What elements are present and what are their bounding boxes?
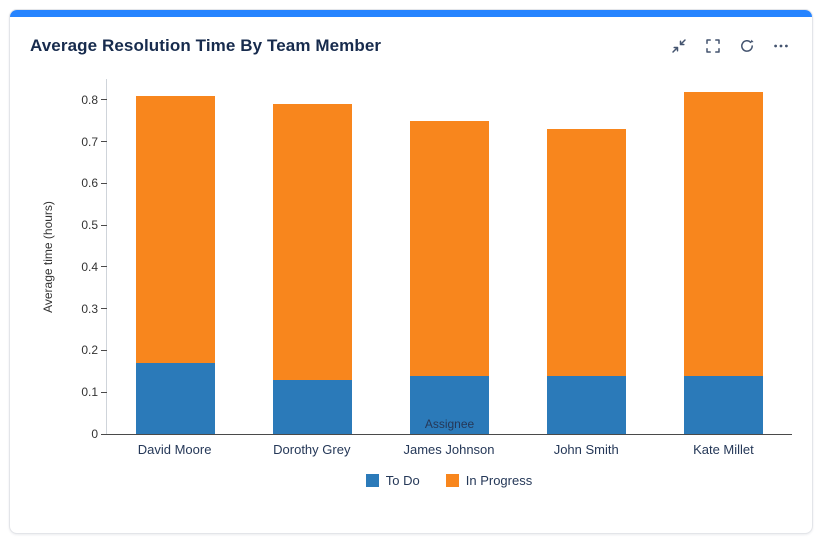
bar-column-john-smith (518, 79, 655, 434)
y-tick-label: 0.5 (81, 218, 98, 233)
y-tick-label: 0.4 (81, 259, 98, 274)
y-tick-label: 0.2 (81, 343, 98, 358)
gadget-title: Average Resolution Time By Team Member (30, 36, 382, 55)
y-tick-label: 0.8 (81, 92, 98, 107)
bar-column-dorothy-grey (244, 79, 381, 434)
bar-column-david-moore (107, 79, 244, 434)
chart-legend: To Do In Progress (106, 473, 792, 488)
y-tick-label: 0.3 (81, 301, 98, 316)
y-tick-mark (101, 266, 107, 268)
y-tick-mark (101, 99, 107, 101)
x-category-label: David Moore (137, 442, 212, 457)
y-tick: 0 (72, 427, 107, 441)
collapse-button[interactable] (666, 33, 692, 59)
y-tick-mark (101, 141, 107, 143)
y-tick-mark (101, 182, 107, 184)
stacked-bar-james-johnson (409, 120, 490, 434)
y-tick: 0.3 (72, 302, 107, 316)
bar-segment-to-do (135, 363, 216, 434)
x-category-label: Dorothy Grey (273, 442, 351, 457)
y-tick: 0.8 (72, 93, 107, 107)
y-axis-title: Average time (hours) (41, 201, 55, 313)
y-tick-label: 0.7 (81, 134, 98, 149)
legend-swatch-to-do (365, 474, 379, 487)
bar-segment-in-progress (272, 104, 353, 380)
stacked-bar-john-smith (546, 129, 627, 434)
fullscreen-button[interactable] (700, 33, 726, 59)
legend-label-to-do: To Do (385, 473, 420, 488)
stacked-bar-kate-millet (683, 91, 764, 434)
bar-column-kate-millet (655, 79, 792, 434)
x-axis-title: Assignee (424, 417, 475, 431)
y-tick: 0.4 (72, 260, 107, 274)
y-tick-mark (101, 391, 107, 393)
gadget-header: Average Resolution Time By Team Member (10, 17, 812, 63)
y-tick-label: 0.1 (81, 385, 98, 400)
legend-swatch-in-progress (445, 474, 459, 487)
card-accent-bar (10, 10, 812, 17)
bar-segment-in-progress (683, 91, 764, 376)
legend-label-in-progress: In Progress (465, 473, 533, 488)
y-tick: 0.6 (72, 176, 107, 190)
y-tick-mark (101, 224, 107, 226)
x-axis-labels: David Moore Dorothy Grey James Johnson John… (106, 442, 792, 457)
chart: Average time (hours) Assignee 0 0.1 0.2 0.3… (10, 63, 812, 502)
bars (107, 79, 792, 434)
legend-item-to-do[interactable]: To Do (365, 473, 420, 488)
y-tick-mark (101, 308, 107, 310)
bar-segment-in-progress (546, 129, 627, 376)
bar-segment-to-do (272, 379, 353, 434)
gadget-card: Average Resolution Time By Team Member (9, 9, 813, 534)
more-options-icon (774, 44, 788, 48)
legend-item-in-progress[interactable]: In Progress (445, 473, 533, 488)
y-tick-label: 0 (91, 427, 98, 441)
stacked-bar-dorothy-grey (272, 104, 353, 434)
bar-column-james-johnson (381, 79, 518, 434)
x-category-label: James Johnson (403, 442, 495, 457)
bar-segment-in-progress (409, 120, 490, 376)
x-category-label: John Smith (553, 442, 619, 457)
stacked-bar-david-moore (135, 95, 216, 434)
y-tick: 0.7 (72, 135, 107, 149)
bar-segment-to-do (409, 375, 490, 434)
y-tick-mark (101, 433, 107, 435)
x-category-label: Kate Millet (693, 442, 754, 457)
y-tick: 0.5 (72, 218, 107, 232)
refresh-icon (741, 39, 754, 52)
y-tick-mark (101, 349, 107, 351)
fullscreen-icon (706, 39, 720, 53)
collapse-icon (672, 39, 686, 53)
bar-segment-to-do (683, 375, 764, 434)
refresh-button[interactable] (734, 33, 760, 59)
plot-area: Assignee 0 0.1 0.2 0.3 0.4 0.5 0.6 0.7 0.8 (81, 79, 792, 441)
y-tick: 0.1 (72, 385, 107, 399)
y-tick: 0.2 (72, 343, 107, 357)
bar-segment-in-progress (135, 95, 216, 363)
y-tick-label: 0.6 (81, 176, 98, 191)
more-options-button[interactable] (768, 33, 794, 59)
bar-segment-to-do (546, 375, 627, 434)
gadget-actions (666, 33, 794, 59)
